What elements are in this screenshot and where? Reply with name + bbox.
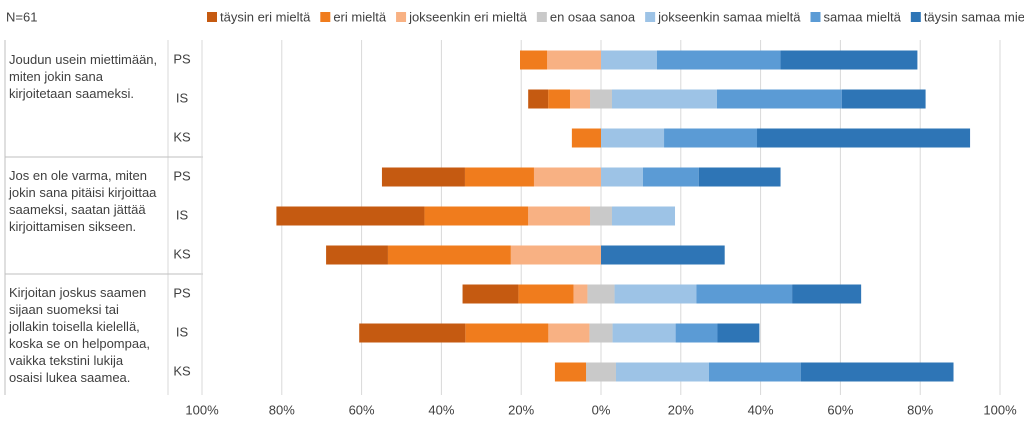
row-label: PS bbox=[173, 168, 191, 183]
row-label: PS bbox=[173, 51, 191, 66]
row-label: KS bbox=[173, 246, 191, 261]
bar-segment bbox=[359, 323, 466, 343]
bar-segment bbox=[792, 284, 862, 304]
bar-segment bbox=[518, 284, 574, 304]
bar-segment bbox=[381, 167, 465, 187]
bar-segment bbox=[717, 323, 760, 343]
bar-segment bbox=[387, 245, 511, 265]
bar-segment bbox=[800, 362, 954, 382]
bar-segment bbox=[614, 284, 697, 304]
bar-segment bbox=[757, 128, 971, 148]
row-label: IS bbox=[176, 90, 189, 105]
legend-swatch bbox=[810, 12, 821, 22]
bar-segment bbox=[571, 128, 601, 148]
bar-segment bbox=[841, 89, 926, 109]
legend-swatch bbox=[207, 12, 217, 22]
x-tick-label: 20% bbox=[668, 402, 694, 417]
legend-label: täysin samaa mieltä bbox=[924, 9, 1024, 24]
question: Kirjoitan joskus saamen sijaan suomeksi … bbox=[9, 285, 150, 385]
row-label: PS bbox=[173, 285, 191, 300]
row-label: IS bbox=[176, 207, 189, 222]
x-tick-label: 20% bbox=[508, 402, 534, 417]
bar-segment bbox=[696, 284, 793, 304]
question: Jos en ole varma, miten jokin sana pitäi… bbox=[9, 168, 157, 234]
bar-segment bbox=[590, 206, 612, 226]
bar-segment bbox=[612, 323, 676, 343]
bar-segment bbox=[570, 89, 591, 109]
bar-segment bbox=[716, 89, 842, 109]
bar-segment bbox=[573, 284, 588, 304]
bar-segment bbox=[780, 50, 918, 70]
x-tick-label: 40% bbox=[428, 402, 454, 417]
x-tick-label: 60% bbox=[827, 402, 853, 417]
bar-segment bbox=[590, 89, 612, 109]
legend-label: täysin eri mieltä bbox=[220, 9, 311, 24]
x-tick-label: 100% bbox=[185, 402, 219, 417]
bar-segment bbox=[587, 284, 615, 304]
bar-segment bbox=[528, 206, 591, 226]
bar-segment bbox=[554, 362, 587, 382]
bar-segment bbox=[326, 245, 388, 265]
bar-segment bbox=[601, 245, 725, 265]
legend-label: jokseenkin eri mieltä bbox=[408, 9, 528, 24]
bar-segment bbox=[528, 89, 549, 109]
bar-segment bbox=[276, 206, 425, 226]
bar-segment bbox=[424, 206, 529, 226]
legend-label: jokseenkin samaa mieltä bbox=[657, 9, 801, 24]
bar-segment bbox=[510, 245, 601, 265]
sample-size: N=61 bbox=[6, 9, 37, 24]
bar-segment bbox=[533, 167, 601, 187]
bar-segment bbox=[611, 206, 676, 226]
bar-segment bbox=[708, 362, 801, 382]
bar-segment bbox=[601, 50, 657, 70]
x-tick-label: 0% bbox=[592, 402, 611, 417]
bar-segment bbox=[462, 284, 519, 304]
row-label: KS bbox=[173, 129, 191, 144]
legend-label: eri mieltä bbox=[333, 9, 387, 24]
bar-segment bbox=[548, 89, 571, 109]
x-tick-label: 100% bbox=[983, 402, 1017, 417]
legend-swatch bbox=[320, 12, 331, 22]
x-tick-label: 80% bbox=[269, 402, 295, 417]
bar-segment bbox=[615, 362, 709, 382]
legend-swatch bbox=[645, 12, 656, 22]
bar-segment bbox=[547, 50, 601, 70]
bar-segment bbox=[611, 89, 717, 109]
legend-label: samaa mieltä bbox=[824, 9, 902, 24]
bar-segment bbox=[656, 50, 781, 70]
bar-segment bbox=[675, 323, 718, 343]
bar-segment bbox=[698, 167, 781, 187]
x-tick-label: 60% bbox=[349, 402, 375, 417]
bar-segment bbox=[520, 50, 548, 70]
legend-swatch bbox=[536, 12, 547, 22]
bar-segment bbox=[464, 167, 534, 187]
legend-label: en osaa sanoa bbox=[550, 9, 636, 24]
x-tick-label: 80% bbox=[907, 402, 933, 417]
bar-segment bbox=[664, 128, 758, 148]
legend-swatch bbox=[396, 12, 407, 22]
question: Joudun usein miettimään, miten jokin san… bbox=[9, 52, 158, 101]
legend-swatch bbox=[910, 12, 921, 22]
row-label: IS bbox=[176, 324, 189, 339]
bar-segment bbox=[601, 167, 643, 187]
bar-segment bbox=[586, 362, 616, 382]
bar-segment bbox=[642, 167, 699, 187]
bar-segment bbox=[589, 323, 613, 343]
bar-segment bbox=[465, 323, 549, 343]
x-tick-label: 40% bbox=[748, 402, 774, 417]
bar-segment bbox=[601, 128, 665, 148]
bar-segment bbox=[548, 323, 590, 343]
row-label: KS bbox=[173, 363, 191, 378]
